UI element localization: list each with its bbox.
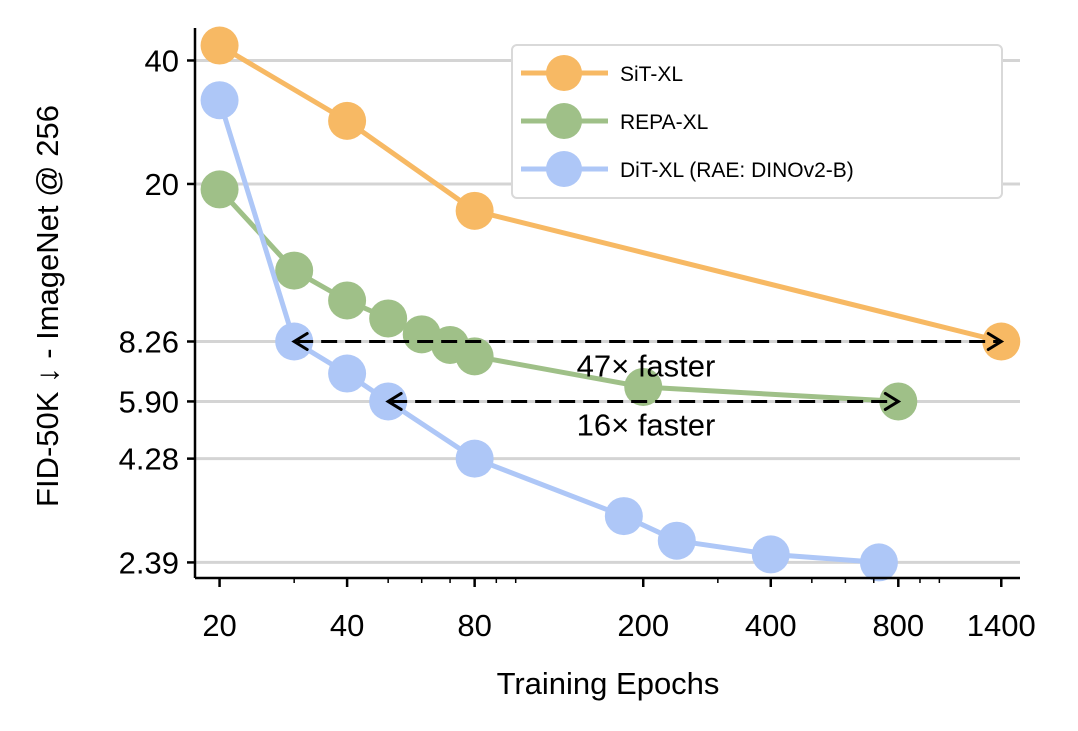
annotation-arrow-16-faster	[385, 391, 902, 411]
y-axis-title: FID-50K ↓ - ImageNet @ 256	[30, 105, 65, 507]
annotation-text-47x: 47× faster	[577, 349, 716, 384]
arrowhead-right	[986, 332, 1005, 352]
data-point-dit-xl-rae-dinov2-b	[751, 535, 790, 574]
x-tick-label-80: 80	[457, 608, 491, 643]
annotation-arrow-47-faster	[291, 332, 1005, 352]
x-tick-label-1400: 1400	[967, 608, 1036, 643]
arrowhead-right	[883, 391, 902, 411]
series-line-repa-xl	[217, 186, 901, 404]
annotation-layer: 47× faster 16× faster	[291, 332, 1005, 442]
x-axis-title: Training Epochs	[497, 666, 720, 701]
legend-label-dit-xl-rae-dinov2-b: DiT-XL (RAE: DINOv2-B)	[620, 159, 854, 182]
y-tick-label-2-39: 2.39	[119, 545, 179, 580]
data-point-repa-xl	[275, 251, 314, 290]
arrowhead-left	[385, 391, 403, 411]
data-point-sit-xl	[328, 101, 367, 140]
data-point-dit-xl-rae-dinov2-b	[657, 521, 696, 560]
legend-entry-repa-xl: REPA-XL	[521, 103, 708, 139]
arrowhead-left	[291, 332, 309, 352]
data-point-repa-xl	[455, 337, 494, 376]
axes	[193, 28, 1020, 580]
series-repa-xl	[200, 170, 918, 421]
data-point-dit-xl-rae-dinov2-b	[455, 439, 494, 478]
y-tick-label-4-28: 4.28	[119, 442, 179, 477]
data-point-repa-xl	[328, 281, 367, 320]
data-point-dit-xl-rae-dinov2-b	[200, 81, 239, 120]
y-tick-label-40: 40	[145, 43, 179, 78]
data-point-repa-xl	[369, 299, 408, 338]
data-point-sit-xl	[200, 26, 239, 65]
legend-marker	[546, 151, 582, 187]
data-point-dit-xl-rae-dinov2-b	[859, 543, 898, 582]
x-tick-label-200: 200	[617, 608, 669, 643]
annotation-text-16x: 16× faster	[577, 407, 716, 442]
legend-label-repa-xl: REPA-XL	[620, 111, 708, 134]
data-point-dit-xl-rae-dinov2-b	[328, 354, 367, 393]
legend-entry-dit-xl-rae-dinov2-b: DiT-XL (RAE: DINOv2-B)	[521, 151, 854, 187]
series-dit-xl-rae-dinov2-b	[200, 81, 898, 582]
ticks: 2.39 4.28 5.90 8.26 20 40 20 40 80 200 400 800 1400	[119, 43, 1036, 643]
legend: SiT-XL REPA-XL DiT-XL (RAE: DINOv2-B)	[511, 44, 1003, 199]
legend-entry-sit-xl: SiT-XL	[521, 55, 683, 91]
x-tick-label-40: 40	[330, 608, 364, 643]
x-tick-label-800: 800	[872, 608, 924, 643]
series-layer	[200, 26, 1021, 582]
legend-label-sit-xl: SiT-XL	[620, 63, 683, 86]
y-tick-label-5-90: 5.90	[119, 384, 179, 419]
x-tick-label-20: 20	[202, 608, 236, 643]
data-point-sit-xl	[455, 191, 494, 230]
series-line-sit-xl	[217, 43, 1004, 344]
legend-marker	[546, 103, 582, 139]
legend-box	[511, 44, 1003, 199]
data-point-dit-xl-rae-dinov2-b	[604, 497, 643, 536]
y-tick-label-8-26: 8.26	[119, 325, 179, 360]
series-sit-xl	[200, 26, 1021, 361]
x-tick-label-400: 400	[745, 608, 797, 643]
legend-marker	[546, 55, 582, 91]
data-point-repa-xl	[624, 367, 663, 406]
data-point-repa-xl	[200, 170, 239, 209]
y-tick-label-20: 20	[145, 167, 179, 202]
